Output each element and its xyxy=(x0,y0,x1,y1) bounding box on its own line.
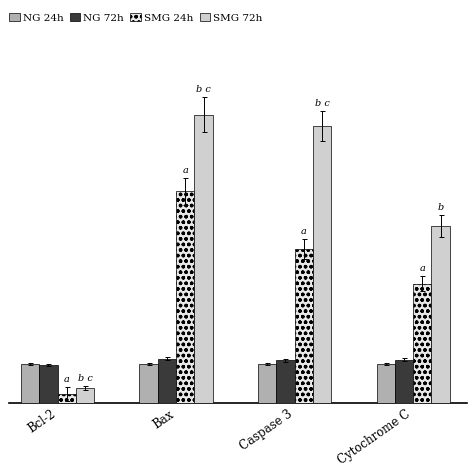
Bar xyxy=(413,283,431,403)
Text: b c: b c xyxy=(78,374,92,383)
Bar xyxy=(21,365,39,403)
Bar xyxy=(295,249,313,403)
Bar xyxy=(176,191,194,403)
Text: b c: b c xyxy=(315,99,329,108)
Bar xyxy=(194,115,213,403)
Text: b: b xyxy=(438,203,444,212)
Bar xyxy=(258,365,276,403)
Bar xyxy=(39,365,57,403)
Bar xyxy=(276,360,295,403)
Bar xyxy=(57,394,76,403)
Bar xyxy=(158,358,176,403)
Text: b c: b c xyxy=(196,85,211,94)
Bar xyxy=(376,365,395,403)
Bar xyxy=(139,365,158,403)
Bar xyxy=(313,126,331,403)
Text: a: a xyxy=(301,228,307,237)
Text: a: a xyxy=(64,375,70,384)
Text: a: a xyxy=(419,264,425,273)
Legend: NG 24h, NG 72h, SMG 24h, SMG 72h: NG 24h, NG 72h, SMG 24h, SMG 72h xyxy=(5,9,267,27)
Text: a: a xyxy=(182,166,188,175)
Bar xyxy=(76,388,94,403)
Bar xyxy=(431,226,450,403)
Bar xyxy=(395,360,413,403)
